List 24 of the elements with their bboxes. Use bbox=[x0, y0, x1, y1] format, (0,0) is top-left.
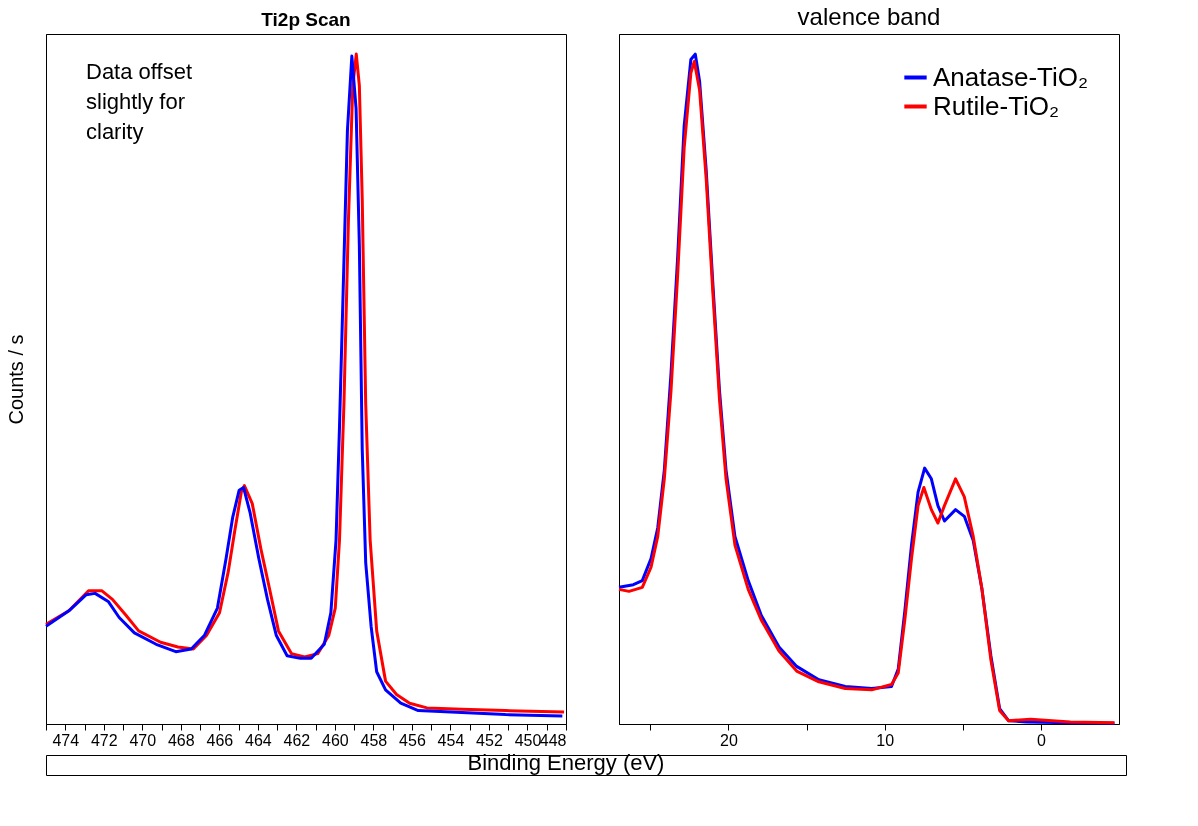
x-tick-label: 474 bbox=[52, 731, 80, 749]
x-tick-label: 456 bbox=[399, 731, 426, 749]
x-tick-label: 10 bbox=[876, 731, 895, 749]
x-tick-label: 20 bbox=[719, 731, 738, 749]
x-tick-label: 466 bbox=[206, 731, 234, 749]
x-tick-label: 450 bbox=[514, 731, 542, 749]
y-axis-title: Counts / s bbox=[4, 334, 27, 425]
x-tick-label: 452 bbox=[476, 731, 503, 749]
chart-title: valence band bbox=[797, 3, 941, 30]
x-tick-label: 468 bbox=[167, 731, 195, 749]
legend-label: Anatase-TiO₂ bbox=[933, 61, 1089, 92]
x-tick-label: 460 bbox=[322, 731, 349, 749]
x-tick-label: 458 bbox=[360, 731, 388, 749]
x-axis-title: Binding Energy (eV) bbox=[467, 750, 665, 775]
x-tick-label: 0 bbox=[1036, 731, 1046, 749]
x-tick-label: 462 bbox=[283, 731, 311, 749]
chart-title: Ti2p Scan bbox=[261, 9, 351, 30]
x-tick-label: 448 bbox=[539, 731, 567, 749]
x-tick-label: 470 bbox=[129, 731, 157, 749]
x-tick-label: 472 bbox=[90, 731, 118, 749]
annotation: Data offset slightly for clarity bbox=[86, 59, 192, 144]
x-tick-label: 454 bbox=[437, 731, 465, 749]
legend-label: Rutile-TiO₂ bbox=[933, 90, 1060, 121]
x-tick-label: 464 bbox=[245, 731, 272, 749]
